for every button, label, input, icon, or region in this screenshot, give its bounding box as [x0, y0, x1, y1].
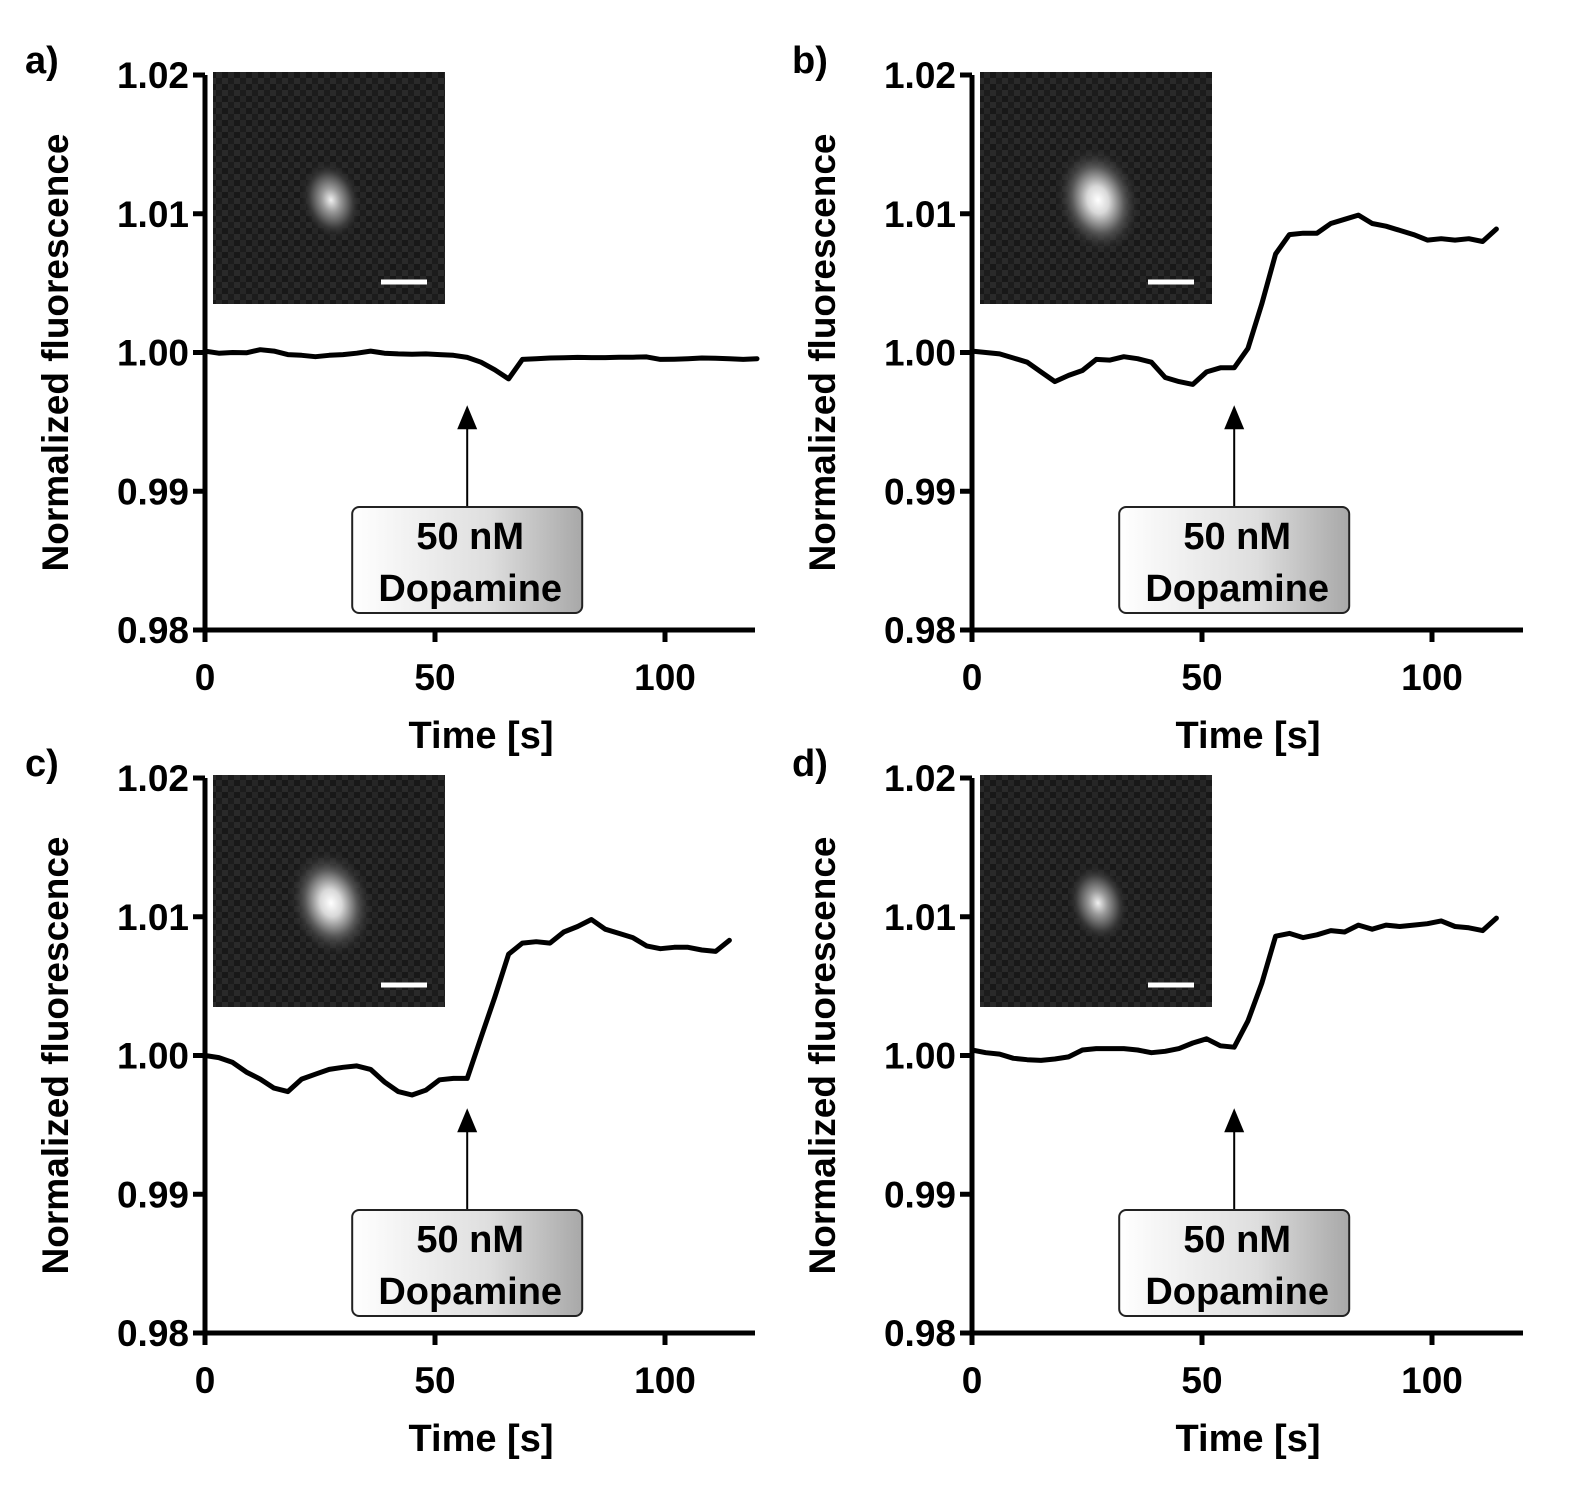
annotation-line2: Dopamine: [378, 568, 562, 610]
x-tick-label: 100: [1401, 1360, 1463, 1401]
trace-line: [202, 917, 732, 1098]
x-tick-label: 0: [195, 657, 216, 698]
x-tick-label: 50: [1181, 1360, 1222, 1401]
trace-line: [202, 347, 760, 382]
x-tick-label: 50: [414, 1360, 455, 1401]
y-tick-label: 1.00: [884, 333, 956, 374]
inset-fluorescent-spot: [1055, 145, 1141, 255]
annotation-box: [351, 506, 584, 614]
x-axis-label: Time [s]: [408, 1418, 553, 1460]
x-tick-label: 50: [414, 657, 455, 698]
trace-line: [969, 212, 1499, 387]
y-tick-label: 0.98: [117, 610, 189, 651]
y-tick-label: 1.00: [117, 1036, 189, 1077]
y-tick-label: 0.98: [117, 1313, 189, 1354]
annotation-box: [351, 1209, 584, 1317]
y-tick-label: 1.01: [884, 897, 956, 938]
annotation-arrow-head: [1224, 1108, 1245, 1133]
annotation-arrow-head: [457, 1108, 478, 1133]
panel-a: a) 0.98 0.99 1.00 1.01 1.02 0 50 100 Time [s] Norm…: [25, 40, 760, 757]
y-axis-label: Normalized fluorescence: [35, 837, 76, 1275]
x-axis-label: Time [s]: [1175, 715, 1320, 757]
y-tick-label: 0.98: [884, 610, 956, 651]
annotation-line1: 50 nM: [1183, 516, 1291, 558]
y-axis-label: Normalized fluorescence: [802, 134, 843, 572]
annotation-line2: Dopamine: [1145, 568, 1329, 610]
y-tick-label: 0.99: [884, 1174, 956, 1215]
y-tick-label: 1.01: [884, 194, 956, 235]
annotation-box: [1118, 506, 1351, 614]
x-tick-label: 50: [1181, 657, 1222, 698]
annotation-line1: 50 nM: [416, 1219, 524, 1261]
y-tick-label: 1.00: [117, 333, 189, 374]
panel-label: b): [792, 40, 828, 82]
y-tick-label: 0.99: [884, 471, 956, 512]
annotation-arrow-head: [457, 405, 478, 430]
panel-label: d): [792, 743, 828, 785]
y-axis-label: Normalized fluorescence: [802, 837, 843, 1275]
y-tick-label: 1.02: [117, 758, 189, 799]
y-tick-label: 0.98: [884, 1313, 956, 1354]
panel-d: d) 0.98 0.99 1.00 1.01 1.02 0 50 100 Time [s] Norm…: [792, 743, 1523, 1460]
x-axis-label: Time [s]: [408, 715, 553, 757]
annotation-arrow-head: [1224, 405, 1245, 430]
annotation-line1: 50 nM: [416, 516, 524, 558]
y-tick-label: 0.99: [117, 471, 189, 512]
panel-b: b) 0.98 0.99 1.00 1.01 1.02 0 50 100 Time [s] Norm…: [792, 40, 1523, 757]
trace-line: [969, 915, 1499, 1063]
y-tick-label: 1.01: [117, 194, 189, 235]
y-tick-label: 1.00: [884, 1036, 956, 1077]
x-tick-label: 0: [962, 1360, 983, 1401]
panel-label: a): [25, 40, 59, 82]
x-axis-label: Time [s]: [1175, 1418, 1320, 1460]
y-tick-label: 1.02: [884, 55, 956, 96]
annotation-line1: 50 nM: [1183, 1219, 1291, 1261]
y-tick-label: 1.01: [117, 897, 189, 938]
y-tick-label: 1.02: [884, 758, 956, 799]
x-tick-label: 100: [634, 657, 696, 698]
y-tick-label: 1.02: [117, 55, 189, 96]
panel-label: c): [25, 743, 59, 785]
y-tick-label: 0.99: [117, 1174, 189, 1215]
x-tick-label: 0: [962, 657, 983, 698]
x-tick-label: 0: [195, 1360, 216, 1401]
annotation-line2: Dopamine: [1145, 1271, 1329, 1313]
annotation-line2: Dopamine: [378, 1271, 562, 1313]
y-axis-label: Normalized fluorescence: [35, 134, 76, 572]
x-tick-label: 100: [1401, 657, 1463, 698]
inset-fluorescent-spot: [288, 848, 374, 958]
inset-fluorescent-spot: [1067, 863, 1129, 943]
annotation-box: [1118, 1209, 1351, 1317]
x-tick-label: 100: [634, 1360, 696, 1401]
panel-c: c) 0.98 0.99 1.00 1.01 1.02 0 50 100 Time [s] Norm…: [25, 743, 755, 1460]
inset-fluorescent-spot: [300, 160, 362, 240]
